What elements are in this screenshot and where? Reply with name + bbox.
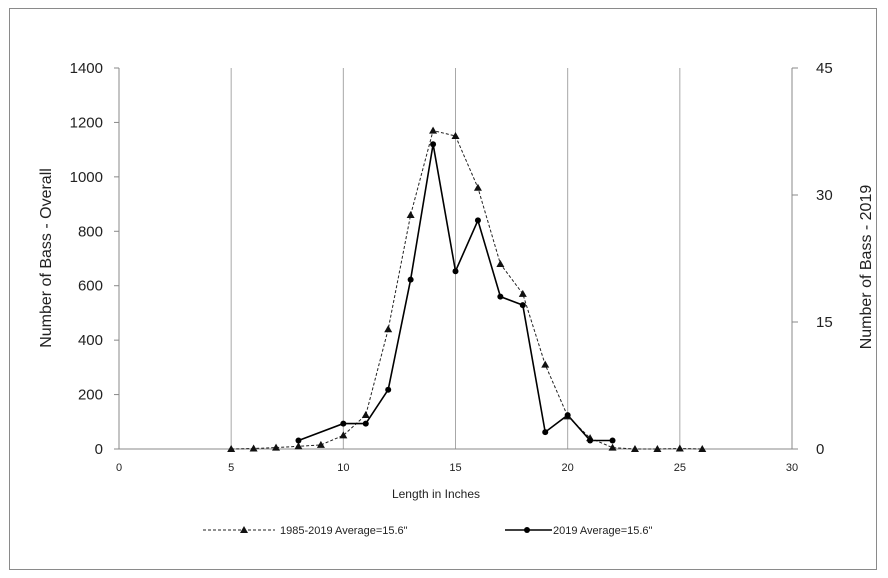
- data-point-series-2: [609, 437, 616, 444]
- data-point-series-2: [452, 268, 459, 275]
- y-left-tick-label: 0: [95, 441, 103, 458]
- chart-frame: [9, 8, 877, 570]
- data-point-series-2: [497, 293, 504, 300]
- y-right-tick-label: 0: [816, 441, 824, 458]
- legend-label-series-1: 1985-2019 Average=15.6": [280, 525, 408, 537]
- series-line-1: [231, 129, 703, 450]
- y-left-tick-label: 1000: [70, 169, 103, 186]
- data-point-series-1: [675, 444, 684, 452]
- grid-lines: [230, 68, 681, 449]
- y-axis-left-label: Number of Bass - Overall: [38, 168, 55, 348]
- data-point-series-2: [587, 437, 594, 444]
- y-right-tick-label: 15: [816, 314, 833, 331]
- y-left-tick-label: 1400: [70, 60, 103, 77]
- data-point-series-2: [340, 420, 347, 427]
- y-left-tick-label: 600: [78, 278, 103, 295]
- data-point-series-2: [519, 302, 526, 309]
- data-point-series-1: [429, 126, 438, 134]
- data-point-series-1: [339, 431, 348, 439]
- x-tick-label: 15: [449, 462, 461, 474]
- x-tick-label: 10: [337, 462, 349, 474]
- data-point-series-1: [227, 445, 236, 452]
- legend-marker-series-2: [524, 527, 530, 533]
- data-point-series-1: [249, 444, 258, 452]
- y-right-tick-label: 45: [816, 60, 833, 77]
- legend-marker-series-1: [240, 526, 248, 533]
- data-point-series-1: [473, 183, 482, 191]
- data-point-series-1: [294, 442, 303, 450]
- data-point-series-1: [698, 445, 707, 452]
- data-point-series-2: [474, 217, 481, 224]
- data-point-series-2: [564, 412, 571, 419]
- y-left-tick-label: 200: [78, 387, 103, 404]
- data-point-series-1: [496, 259, 505, 267]
- data-point-series-1: [541, 360, 550, 368]
- y-axis-right-label: Number of Bass - 2019: [858, 185, 875, 350]
- data-point-series-2: [295, 437, 302, 444]
- data-point-series-1: [653, 445, 662, 452]
- data-point-series-2: [385, 386, 392, 393]
- x-tick-label: 25: [674, 462, 686, 474]
- y-left-tick-label: 1200: [70, 114, 103, 131]
- data-point-series-2: [407, 276, 414, 283]
- data-point-series-1: [384, 325, 393, 333]
- series-lines: [231, 129, 703, 450]
- series-markers: [227, 126, 707, 452]
- x-tick-label: 0: [116, 462, 122, 474]
- data-point-series-1: [630, 445, 639, 452]
- data-point-series-2: [430, 141, 437, 148]
- data-point-series-1: [406, 210, 415, 218]
- x-axis-label: Length in Inches: [392, 487, 480, 501]
- tick-labels: 0 5 10 15 20 25 30 0 200 400 600 800 1000 1200 1400 0 15…: [70, 60, 833, 474]
- data-point-series-2: [542, 429, 549, 436]
- x-tick-label: 20: [562, 462, 574, 474]
- y-left-tick-label: 400: [78, 332, 103, 349]
- y-right-tick-label: 30: [816, 187, 833, 204]
- data-point-series-1: [518, 289, 527, 297]
- x-tick-label: 30: [786, 462, 798, 474]
- data-point-series-1: [272, 443, 281, 451]
- data-point-series-1: [451, 132, 460, 140]
- x-tick-label: 5: [228, 462, 234, 474]
- legend: 1985-2019 Average=15.6" 2019 Average=15.…: [203, 525, 653, 537]
- data-point-series-1: [608, 443, 617, 451]
- data-point-series-1: [316, 440, 325, 448]
- data-point-series-1: [361, 410, 370, 418]
- y-left-tick-label: 800: [78, 223, 103, 240]
- legend-label-series-2: 2019 Average=15.6": [553, 525, 653, 537]
- data-point-series-2: [362, 420, 369, 427]
